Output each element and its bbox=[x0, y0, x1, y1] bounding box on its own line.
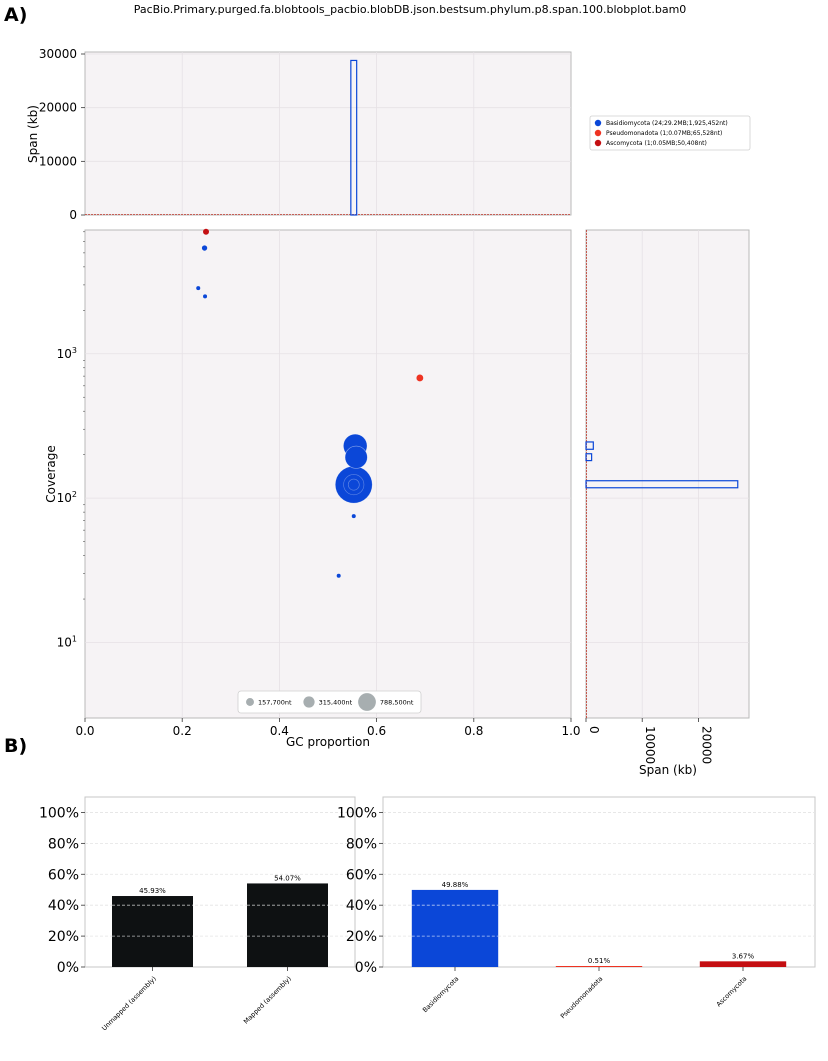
series-legend-marker bbox=[594, 139, 602, 147]
bar-category-label: Ascomycota bbox=[715, 975, 749, 1009]
size-legend-marker bbox=[246, 698, 254, 706]
coverage-histogram-bar bbox=[585, 441, 594, 450]
scatter-point bbox=[201, 245, 208, 251]
size-legend-label: 315,400nt bbox=[319, 699, 353, 707]
coverage-histogram-xtick-label: 20000 bbox=[699, 726, 713, 764]
scatter-xtick-label: 0.8 bbox=[464, 724, 483, 738]
series-legend-box bbox=[589, 115, 751, 151]
scatter-point bbox=[351, 514, 356, 519]
coverage-histogram-bar bbox=[585, 453, 593, 462]
scatter-plot-area bbox=[84, 229, 572, 719]
bar-ytick-label: 80% bbox=[346, 836, 377, 852]
bar-value-label: 49.88% bbox=[442, 881, 469, 889]
blobplot-scatter: 0.0 0.2 0.4 0.6 0.8 1.0 101 102 103 157,700nt 315… bbox=[44, 228, 581, 749]
scatter-xtick-label: 0.2 bbox=[173, 724, 192, 738]
scatter-ytick-label: 102 bbox=[57, 490, 77, 505]
bar-value-label: 3.67% bbox=[732, 952, 755, 960]
coverage-histogram-xtick-label: 10000 bbox=[643, 726, 657, 764]
coverage-span-histogram: 0 10000 20000 Span (kb) bbox=[585, 229, 750, 777]
series-legend-marker bbox=[594, 129, 602, 137]
coverage-histogram-xtick-label: 0 bbox=[587, 726, 601, 734]
scatter-ylabel: Coverage bbox=[44, 445, 58, 503]
scatter-xtick-label: 1.0 bbox=[561, 724, 580, 738]
coverage-histogram-xlabel: Span (kb) bbox=[639, 763, 697, 777]
bar bbox=[112, 896, 193, 967]
gc-histogram-bar bbox=[350, 59, 358, 216]
coverage-histogram-bar bbox=[585, 480, 739, 489]
bar-ytick-label: 100% bbox=[39, 805, 79, 821]
bar-category-label: Unmapped (assembly) bbox=[100, 975, 158, 1033]
bar-ytick-label: 0% bbox=[355, 960, 377, 976]
scatter-point bbox=[344, 445, 368, 469]
size-legend-box bbox=[237, 690, 422, 714]
scatter-point bbox=[334, 465, 373, 504]
size-legend-marker bbox=[303, 696, 315, 708]
bar-ytick-label: 20% bbox=[346, 929, 377, 945]
scatter-point-ring bbox=[343, 474, 365, 496]
size-legend-label: 788,500nt bbox=[380, 699, 414, 707]
scatter-xtick-label: 0.0 bbox=[75, 724, 94, 738]
figure-title: PacBio.Primary.purged.fa.blobtools_pacbi… bbox=[134, 3, 687, 16]
gc-span-histogram: 0 10000 20000 30000 Span (kb) bbox=[26, 47, 572, 222]
size-legend-marker bbox=[358, 693, 376, 711]
bar-value-label: 54.07% bbox=[274, 874, 301, 882]
mapping-bar-chart: 0% 20% 40% 60% 80% 100% 45.93% Unmapped (assemb… bbox=[39, 796, 356, 1033]
bar-category-label: Pseudomonadota bbox=[559, 975, 605, 1021]
series-legend-label: Basidiomycota (24;29.2MB;1,925,452nt) bbox=[606, 120, 728, 127]
bar-category-label: Mapped (assembly) bbox=[242, 975, 293, 1026]
scatter-point bbox=[203, 294, 208, 299]
gc-histogram-plot-area bbox=[84, 51, 572, 216]
scatter-xtick-label: 0.6 bbox=[367, 724, 386, 738]
bar-ytick-label: 100% bbox=[337, 805, 377, 821]
bar-ytick-label: 20% bbox=[48, 929, 79, 945]
bar-value-label: 45.93% bbox=[139, 887, 166, 895]
bar bbox=[247, 883, 328, 967]
scatter-xlabel: GC proportion bbox=[286, 735, 370, 749]
series-legend-marker bbox=[594, 119, 602, 127]
scatter-ytick-label: 101 bbox=[57, 635, 77, 650]
scatter-point bbox=[416, 374, 424, 382]
bar-ytick-label: 0% bbox=[57, 960, 79, 976]
gc-histogram-ytick-label: 0 bbox=[69, 208, 77, 222]
bar-value-label: 0.51% bbox=[588, 957, 611, 965]
scatter-xtick-label: 0.4 bbox=[270, 724, 289, 738]
bar-ytick-label: 80% bbox=[48, 836, 79, 852]
bar-ytick-label: 40% bbox=[48, 898, 79, 914]
bar-category-label: Basidiomycota bbox=[421, 975, 460, 1014]
bar bbox=[699, 961, 787, 967]
bar-ytick-label: 60% bbox=[48, 867, 79, 883]
scatter-point-ring bbox=[347, 478, 360, 491]
gc-histogram-ytick-label: 20000 bbox=[39, 101, 77, 115]
gc-histogram-ylabel: Span (kb) bbox=[26, 105, 40, 163]
bar-ytick-label: 60% bbox=[346, 867, 377, 883]
scatter-point bbox=[203, 228, 210, 235]
scatter-point bbox=[196, 286, 201, 291]
coverage-histogram-plot-area bbox=[585, 229, 750, 719]
taxon-bar-chart: 0% 20% 40% 60% 80% 100% 49.88% Basidiomycota 0.5… bbox=[337, 796, 816, 1021]
gc-histogram-ytick-label: 30000 bbox=[39, 47, 77, 61]
panel-b-label: B) bbox=[4, 735, 27, 757]
bar bbox=[555, 966, 643, 967]
gc-histogram-ytick-label: 10000 bbox=[39, 154, 77, 168]
panel-a-label: A) bbox=[4, 4, 27, 26]
bar bbox=[411, 889, 499, 967]
scatter-ytick-label: 103 bbox=[57, 346, 77, 361]
series-legend-label: Ascomycota (1;0.05MB;50,408nt) bbox=[606, 140, 707, 147]
bar-ytick-label: 40% bbox=[346, 898, 377, 914]
series-legend: Basidiomycota (24;29.2MB;1,925,452nt) Pse… bbox=[589, 115, 751, 151]
size-legend-label: 157,700nt bbox=[258, 699, 292, 707]
series-legend-label: Pseudomonadota (1;0.07MB;65,528nt) bbox=[606, 130, 722, 137]
scatter-point bbox=[336, 573, 341, 578]
